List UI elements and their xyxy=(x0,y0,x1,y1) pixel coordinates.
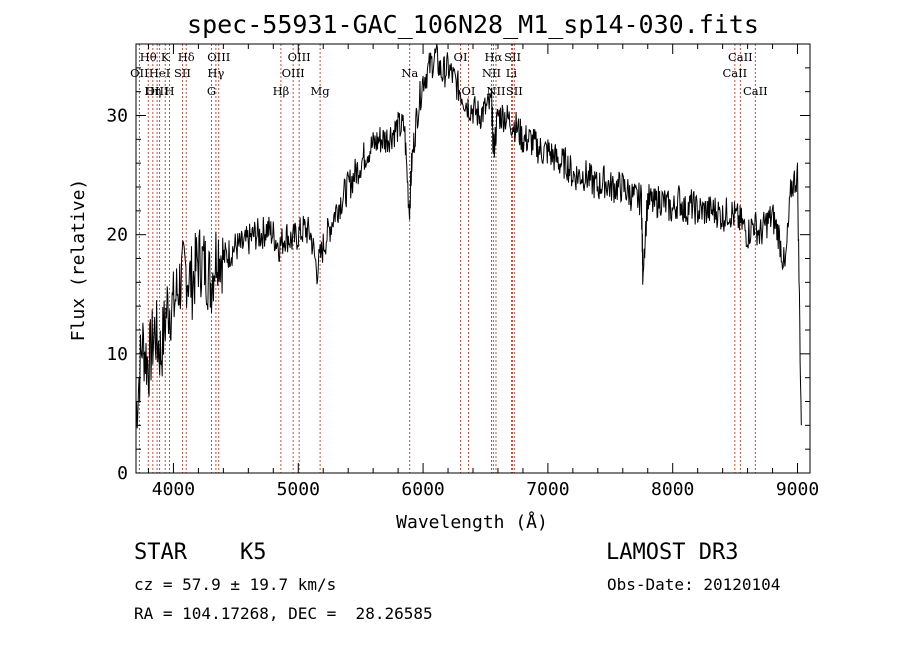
obs-date-text: Obs-Date: 20120104 xyxy=(607,575,781,594)
flux-line xyxy=(135,43,802,429)
line-label: SII xyxy=(504,50,521,64)
line-label: NII xyxy=(486,84,505,98)
line-label: Hδ xyxy=(178,50,195,64)
line-label: H xyxy=(165,84,175,98)
x-axis-label: Wavelength (Å) xyxy=(396,511,548,533)
line-label: OI xyxy=(462,84,476,98)
line-label: Hθ xyxy=(140,50,157,64)
subclass-label: K5 xyxy=(240,540,267,565)
x-tick-label: 7000 xyxy=(526,479,569,500)
redshift-text: cz = 57.9 ± 19.7 km/s xyxy=(134,575,337,594)
x-tick-label: 6000 xyxy=(401,479,444,500)
emission-line-markers xyxy=(138,44,756,473)
y-tick-label: 20 xyxy=(106,225,128,246)
flux-series xyxy=(135,43,802,429)
line-label: Hγ xyxy=(207,66,224,80)
line-label: CaII xyxy=(728,50,753,64)
axis-ticks: 4000 5000 6000 7000 8000 9000 0 10 20 30 xyxy=(106,44,819,500)
y-tick-label: 30 xyxy=(106,106,128,127)
line-label: SII xyxy=(174,66,191,80)
line-label: OIII xyxy=(207,50,230,64)
x-tick-label: 8000 xyxy=(651,479,694,500)
line-label: Hβ xyxy=(273,84,290,98)
line-label: OIII xyxy=(288,50,311,64)
line-label: Hα xyxy=(484,50,502,64)
line-label: OIII xyxy=(146,84,169,98)
line-label: K xyxy=(161,50,170,64)
line-label: OI xyxy=(454,50,468,64)
line-label: Na xyxy=(401,66,418,80)
line-label: OII xyxy=(130,66,149,80)
line-label: Hη xyxy=(144,84,161,98)
y-tick-label: 10 xyxy=(106,344,128,365)
x-tick-label: 5000 xyxy=(277,479,320,500)
x-tick-label: 9000 xyxy=(776,479,819,500)
line-label: CaII xyxy=(722,66,747,80)
line-label: CaII xyxy=(743,84,768,98)
line-label: Li xyxy=(506,66,518,80)
coords-text: RA = 104.17268, DEC = 28.26585 xyxy=(134,604,433,623)
x-tick-label: 4000 xyxy=(152,479,195,500)
y-tick-label: 0 xyxy=(117,463,128,484)
line-label: SII xyxy=(506,84,523,98)
survey-label: LAMOST DR3 xyxy=(606,540,739,565)
line-label: Mg xyxy=(311,84,331,98)
line-label: NII xyxy=(482,66,501,80)
line-label: HeI xyxy=(149,66,170,80)
emission-line-labels: Hθ OII OIII K HeI Hη H SII Hδ OIII Hγ G Hβ OIII OIII Mg… xyxy=(130,50,768,98)
y-axis-label: Flux (relative) xyxy=(68,179,89,342)
line-label: OIII xyxy=(282,66,305,80)
class-label: STAR xyxy=(134,540,187,565)
chart-title: spec-55931-GAC_106N28_M1_sp14-030.fits xyxy=(187,10,759,39)
line-label: G xyxy=(207,84,216,98)
